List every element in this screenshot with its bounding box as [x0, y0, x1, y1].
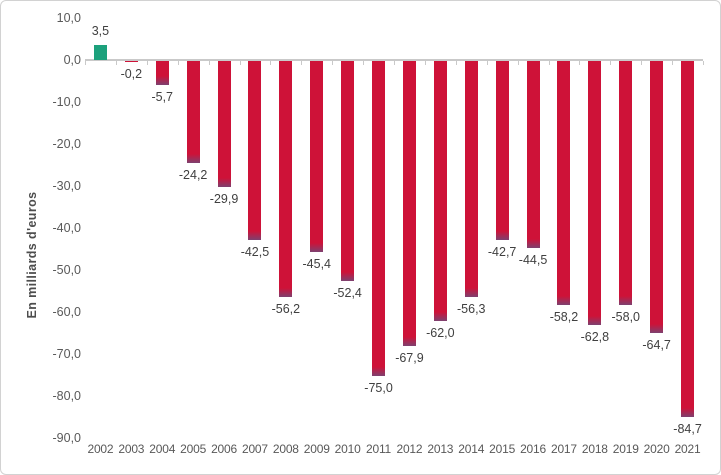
- x-axis-tick: [641, 61, 643, 65]
- bar-2005: [186, 61, 200, 163]
- x-axis-tick: [363, 61, 365, 65]
- x-axis-label: 2008: [272, 442, 299, 456]
- x-axis-tick: [672, 61, 674, 65]
- x-axis-label: 2002: [87, 442, 114, 456]
- bar-2010: [341, 61, 355, 282]
- x-axis-label: 2005: [180, 442, 207, 456]
- x-axis-tick: [177, 61, 179, 65]
- y-axis-tick-label: -20,0: [52, 137, 82, 151]
- bar-2021: [681, 61, 695, 417]
- y-axis-tick-label: -90,0: [52, 431, 82, 445]
- x-axis-tick: [394, 61, 395, 65]
- bar-value-label: -29,9: [209, 191, 239, 206]
- x-axis-label: 2019: [612, 442, 639, 456]
- x-axis-tick: [610, 61, 612, 65]
- x-axis-label: 2016: [520, 442, 546, 456]
- bar-value-label: -84,7: [673, 421, 702, 436]
- bar-value-label: -58,2: [549, 310, 579, 325]
- bar-value-label: -45,4: [302, 256, 332, 271]
- y-axis-title: En milliards d'euros: [25, 191, 39, 319]
- x-axis-label: 2006: [211, 442, 237, 456]
- bar-value-label: -56,2: [271, 302, 301, 317]
- x-axis-label: 2004: [149, 442, 176, 456]
- y-axis-tick-label: 10,0: [56, 11, 81, 25]
- bar-value-label: 3,5: [91, 24, 110, 39]
- x-axis-tick: [85, 61, 86, 65]
- x-axis-label: 2014: [458, 442, 485, 456]
- bar-2018: [588, 61, 602, 325]
- bar-2020: [650, 61, 664, 333]
- bar-value-label: -24,2: [178, 167, 208, 182]
- x-axis-tick: [455, 61, 457, 65]
- y-axis-tick-label: -30,0: [52, 179, 82, 193]
- x-axis-tick: [239, 61, 241, 65]
- y-axis-tick-label: -50,0: [52, 263, 82, 277]
- x-axis-tick: [146, 61, 148, 65]
- x-axis-label: 2015: [489, 442, 516, 456]
- bar-2013: [433, 61, 447, 322]
- bar-value-label: -58,0: [611, 309, 641, 324]
- bar-2008: [279, 61, 293, 298]
- bar-2015: [495, 61, 509, 241]
- x-axis-label: 2011: [366, 442, 392, 456]
- bar-value-label: -42,7: [487, 245, 517, 260]
- bar-value-label: -64,7: [642, 337, 671, 352]
- bar-value-label: -0,2: [120, 66, 143, 81]
- y-axis-tick-label: -60,0: [52, 305, 82, 319]
- bar-value-label: -56,3: [457, 302, 486, 317]
- bar-2011: [372, 61, 386, 376]
- x-axis-label: 2018: [581, 442, 608, 456]
- x-axis-tick: [517, 61, 519, 65]
- x-axis-line: [85, 59, 703, 61]
- x-axis-tick: [115, 61, 117, 65]
- x-axis-label: 2012: [396, 442, 423, 456]
- bar-2019: [619, 61, 633, 305]
- x-axis-label: 2009: [303, 442, 330, 456]
- bar-2017: [557, 61, 571, 306]
- x-axis-label: 2007: [241, 442, 268, 456]
- x-axis-tick: [424, 61, 426, 65]
- x-axis-tick: [208, 61, 210, 65]
- y-axis-tick-label: -70,0: [52, 347, 82, 361]
- x-axis-tick: [332, 61, 334, 65]
- y-axis-tick-label: -80,0: [52, 389, 82, 403]
- bar-2012: [402, 61, 416, 347]
- bar-value-label: -5,7: [151, 89, 174, 104]
- x-axis-tick: [703, 61, 704, 65]
- y-axis-tick-label: 0,0: [63, 53, 81, 67]
- x-axis-tick: [301, 61, 303, 65]
- x-axis-tick: [548, 61, 550, 65]
- x-axis-label: 2021: [674, 442, 701, 456]
- x-axis-tick: [486, 61, 488, 65]
- bar-2016: [526, 61, 540, 248]
- bar-value-label: -67,9: [395, 351, 424, 366]
- bar-2002: [93, 45, 107, 60]
- bar-2006: [217, 61, 231, 187]
- bar-2014: [464, 61, 478, 298]
- x-axis-tick: [270, 61, 272, 65]
- bar-value-label: -42,5: [240, 244, 270, 259]
- bar-value-label: -62,0: [426, 326, 455, 341]
- x-axis-label: 2003: [118, 442, 145, 456]
- bar-2007: [248, 61, 262, 240]
- x-axis-label: 2017: [550, 442, 577, 456]
- bar-2004: [155, 61, 169, 85]
- x-axis-label: 2010: [334, 442, 361, 456]
- y-axis-tick-label: -10,0: [52, 95, 82, 109]
- bar-value-label: -44,5: [518, 252, 548, 267]
- y-axis-tick-label: -40,0: [52, 221, 82, 235]
- x-axis-label: 2020: [643, 442, 670, 456]
- bar-value-label: -62,8: [580, 329, 610, 344]
- bar-value-label: -75,0: [364, 381, 393, 395]
- bar-value-label: -52,4: [333, 286, 362, 301]
- bar-2003: [124, 61, 138, 62]
- x-axis-label: 2013: [427, 442, 454, 456]
- x-axis-tick: [579, 61, 581, 65]
- bar-2009: [310, 61, 324, 252]
